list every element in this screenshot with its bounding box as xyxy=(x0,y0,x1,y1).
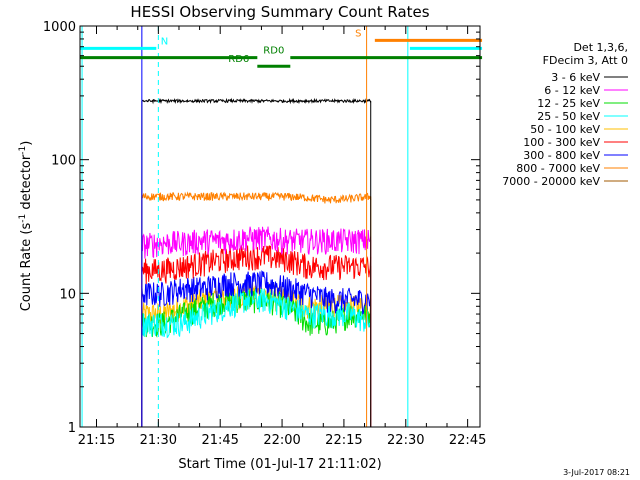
legend-label-7000-20000-kev: 7000 - 20000 keV xyxy=(502,175,600,188)
legend-label-50-100-kev: 50 - 100 keV xyxy=(530,123,600,136)
flag-bars-layer: N S RD0 RD6 xyxy=(80,28,483,68)
flag-label-rd6: RD6 xyxy=(228,54,249,65)
y-axis-label-sup2: -1 xyxy=(18,146,28,155)
y-axis-label-mid: detector xyxy=(19,154,34,214)
legend-label-25-50-kev: 25 - 50 keV xyxy=(537,110,600,123)
flag-label-rd0: RD0 xyxy=(263,46,284,57)
x-tick-label-22-00: 22:00 xyxy=(263,433,300,448)
series-line-100-300-kev xyxy=(141,245,372,285)
x-axis-ticks: 21:15 21:30 21:45 22:00 22:15 22:30 22:45 xyxy=(78,26,486,448)
y-tick-label-10: 10 xyxy=(59,287,76,302)
y-tick-label-1: 1 xyxy=(68,421,76,436)
x-tick-label-22-45: 22:45 xyxy=(449,433,486,448)
x-tick-label-21-45: 21:45 xyxy=(201,433,238,448)
x-axis-label: Start Time (01-Jul-17 21:11:02) xyxy=(178,457,381,472)
series-line-800-7000-kev xyxy=(141,191,372,204)
legend-label-3-6-kev: 3 - 6 keV xyxy=(551,71,600,84)
legend-label-12-25-kev: 12 - 25 keV xyxy=(537,97,600,110)
y-axis-label-main: Count Rate (s xyxy=(19,223,34,312)
series-line-3-6-kev xyxy=(141,97,372,105)
legend-header-2: FDecim 3, Att 0 xyxy=(543,54,628,67)
chart-title: HESSI Observing Summary Count Rates xyxy=(130,3,429,21)
flag-label-s: S xyxy=(355,28,361,39)
series-line-6-12-kev xyxy=(141,226,372,259)
x-tick-label-22-30: 22:30 xyxy=(387,433,424,448)
plot-frame xyxy=(79,25,481,428)
x-tick-label-22-15: 22:15 xyxy=(325,433,362,448)
flag-label-n: N xyxy=(161,36,168,47)
x-tick-label-21-15: 21:15 xyxy=(78,433,115,448)
y-tick-label-1000: 1000 xyxy=(43,20,76,35)
y-axis-label-sup1: -1 xyxy=(18,214,28,223)
y-axis-ticks: 1 10 100 1000 xyxy=(43,20,480,436)
y-axis-label-end: ) xyxy=(19,141,34,146)
y-tick-label-100: 100 xyxy=(51,154,76,169)
vertical-lines-layer xyxy=(81,26,481,427)
series-line-300-800-kev xyxy=(141,270,372,315)
series-layer xyxy=(141,97,372,427)
legend-label-300-800-kev: 300 - 800 keV xyxy=(523,149,600,162)
legend-label-6-12-kev: 6 - 12 keV xyxy=(544,84,600,97)
x-tick-label-21-30: 21:30 xyxy=(140,433,177,448)
legend-label-800-7000-kev: 800 - 7000 keV xyxy=(516,162,600,175)
legend-header-1: Det 1,3,6, xyxy=(573,41,628,54)
y-axis-label: Count Rate (s-1 detector-1) xyxy=(18,141,34,312)
date-stamp: 3-Jul-2017 08:21 xyxy=(563,468,630,477)
legend-label-100-300-kev: 100 - 300 keV xyxy=(523,136,600,149)
